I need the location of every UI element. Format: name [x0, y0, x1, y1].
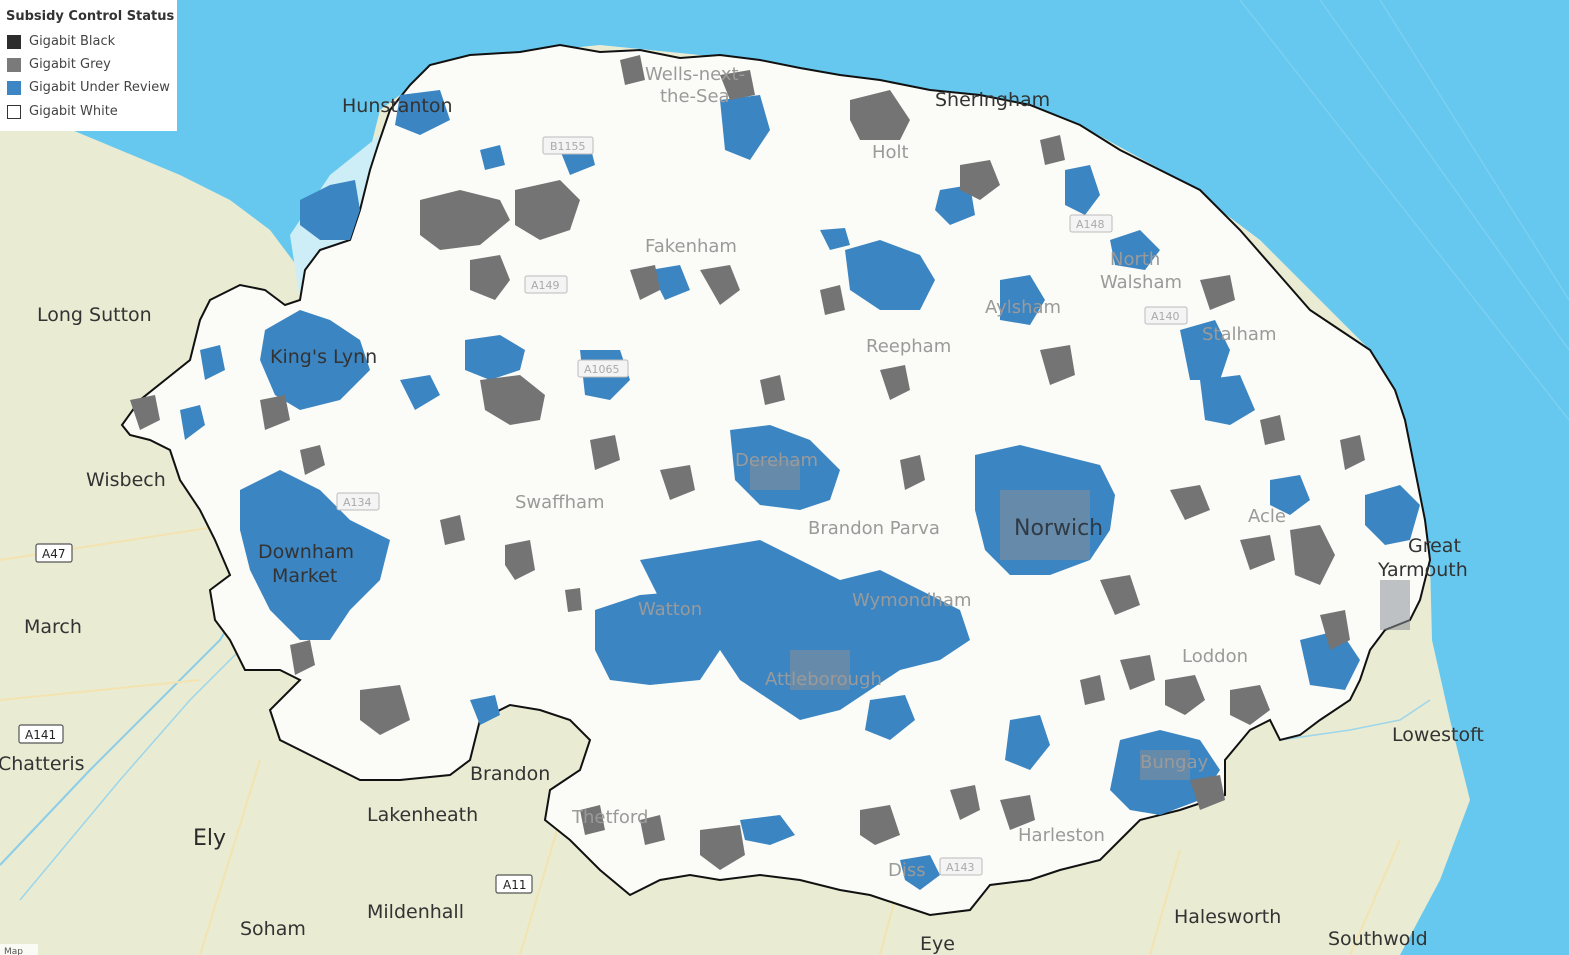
label-downham: Downham [258, 541, 354, 563]
label-bungay: Bungay [1140, 752, 1209, 773]
attribution-text: Map [4, 947, 23, 955]
label-sheringham: Sheringham [935, 89, 1050, 111]
shield-a11-box [495, 874, 533, 894]
label-market: Market [272, 565, 337, 587]
shield-a148-box [1069, 214, 1113, 233]
legend-item-gigabit-black[interactable]: Gigabit Black [7, 31, 115, 49]
label-loddon: Loddon [1182, 646, 1248, 667]
swatch-gigabit-under-review [7, 80, 21, 95]
label-soham: Soham [240, 918, 306, 940]
label-thetford: Thetford [571, 807, 648, 828]
attribution-box [0, 944, 38, 955]
shield-a148: A148 [1076, 218, 1105, 231]
legend-label: Gigabit White [29, 104, 118, 119]
offshore-line-3 [1379, 0, 1569, 301]
shield-a141-box [18, 724, 64, 744]
label-wells-2: the-Sea [660, 86, 730, 107]
label-kings-lynn: King's Lynn [270, 346, 377, 368]
label-eye: Eye [920, 933, 955, 955]
label-lakenheath: Lakenheath [367, 804, 478, 826]
label-fakenham: Fakenham [645, 236, 737, 257]
label-holt: Holt [872, 142, 909, 163]
label-halesworth: Halesworth [1174, 906, 1281, 928]
shield-a140-box [1144, 306, 1188, 325]
label-wells: Wells-next- [645, 64, 745, 85]
label-chatteris: Chatteris [0, 753, 85, 775]
swatch-gigabit-grey [7, 57, 21, 72]
label-wisbech: Wisbech [86, 469, 166, 491]
label-wymondham: Wymondham [852, 590, 972, 611]
label-mildenhall: Mildenhall [367, 901, 464, 923]
label-ely: Ely [193, 826, 226, 851]
swatch-gigabit-white [7, 104, 21, 119]
swatch-gigabit-black [7, 34, 21, 49]
legend-label: Gigabit Black [29, 34, 116, 49]
road-shields: B1155 A148 A149 A140 A1065 A134 A143 A47… [18, 136, 1188, 894]
label-brandon: Brandon [470, 763, 550, 785]
shield-a141: A141 [25, 728, 56, 742]
label-aylsham: Aylsham [985, 297, 1061, 318]
legend-item-gigabit-white[interactable]: Gigabit White [7, 101, 118, 119]
label-southwold: Southwold [1328, 928, 1428, 950]
label-march: March [24, 616, 82, 638]
label-norwich: Norwich [1014, 516, 1103, 541]
minor-roads [0, 519, 1401, 955]
label-reepham: Reepham [866, 336, 951, 357]
shield-a149: A149 [531, 279, 560, 292]
shield-a149-box [524, 275, 568, 294]
shield-a47-box [35, 543, 73, 563]
legend-item-gigabit-under-review[interactable]: Gigabit Under Review [7, 77, 170, 95]
label-diss: Diss [888, 860, 926, 881]
legend-title: Subsidy Control Status [6, 9, 175, 24]
label-walsham: Walsham [1100, 272, 1182, 293]
place-labels: Hunstanton Wells-next- the-Sea Sheringha… [0, 64, 1484, 955]
label-attleborough: Attleborough [765, 669, 882, 690]
offshore-line-1 [1239, 0, 1569, 421]
shield-a143: A143 [946, 861, 975, 874]
label-lowestoft: Lowestoft [1392, 724, 1484, 746]
label-yarmouth: Yarmouth [1377, 559, 1468, 581]
label-swaffham: Swaffham [515, 492, 605, 513]
label-dereham: Dereham [735, 450, 818, 471]
urban-texture [750, 460, 1410, 780]
shield-b1155: B1155 [550, 140, 586, 153]
label-north: North [1110, 249, 1160, 270]
label-hunstanton: Hunstanton [342, 95, 453, 117]
shield-b1155-box [542, 136, 594, 155]
grey-areas [130, 55, 1365, 870]
shield-a140: A140 [1151, 310, 1180, 323]
label-brandon-parva: Brandon Parva [808, 518, 940, 539]
shield-a134: A134 [343, 496, 372, 509]
label-great: Great [1408, 535, 1461, 557]
label-acle: Acle [1248, 506, 1286, 527]
label-long-sutton: Long Sutton [37, 304, 152, 326]
legend-label: Gigabit Grey [29, 57, 111, 72]
shield-a1065-box [577, 359, 629, 378]
label-stalham: Stalham [1202, 324, 1277, 345]
offshore-line-2 [1319, 0, 1569, 351]
shield-a47: A47 [42, 547, 65, 561]
legend: Subsidy Control Status Gigabit Black Gig… [0, 0, 177, 131]
river-delph [19, 649, 241, 901]
shield-a1065: A1065 [584, 363, 620, 376]
shield-a11: A11 [503, 878, 526, 892]
shield-a143-box [939, 857, 983, 876]
label-watton: Watton [638, 599, 702, 620]
label-harleston: Harleston [1018, 825, 1105, 846]
legend-item-gigabit-grey[interactable]: Gigabit Grey [7, 54, 111, 72]
shield-a134-box [336, 492, 380, 511]
river-waveney [1279, 699, 1431, 741]
legend-label: Gigabit Under Review [29, 80, 170, 95]
